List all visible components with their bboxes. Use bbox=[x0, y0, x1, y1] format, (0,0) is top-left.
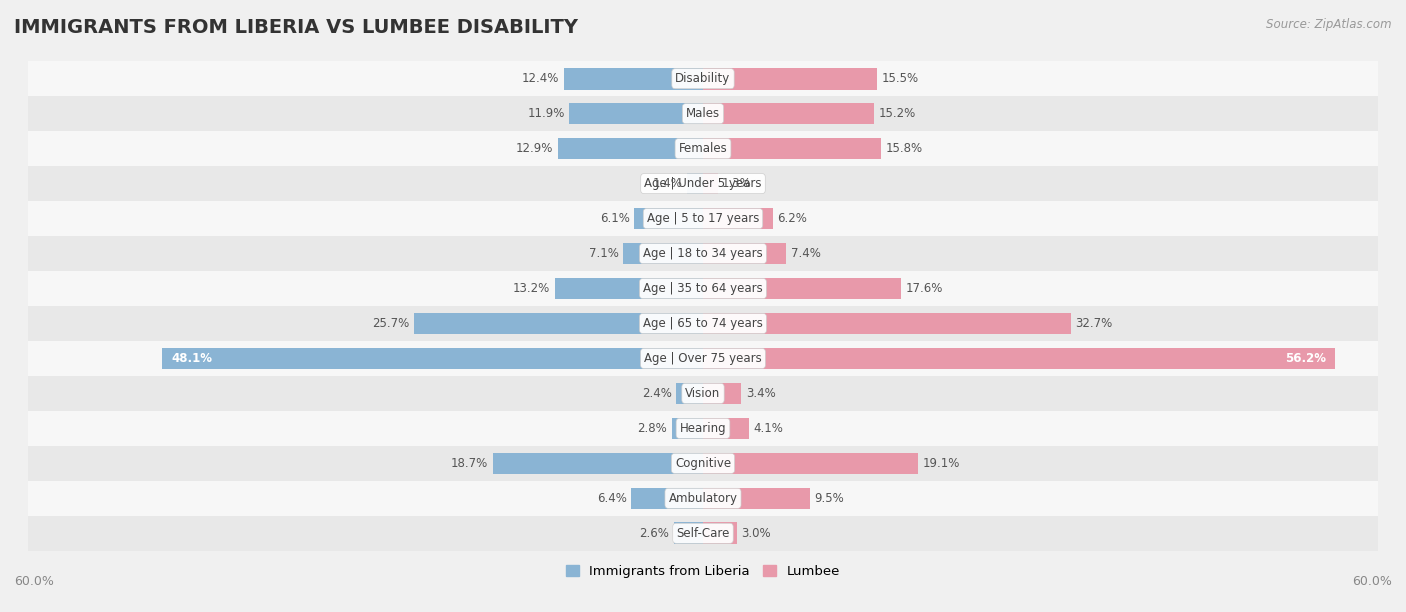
Bar bbox=[703, 278, 901, 299]
Bar bbox=[28, 376, 1378, 411]
Text: Age | 5 to 17 years: Age | 5 to 17 years bbox=[647, 212, 759, 225]
Text: IMMIGRANTS FROM LIBERIA VS LUMBEE DISABILITY: IMMIGRANTS FROM LIBERIA VS LUMBEE DISABI… bbox=[14, 18, 578, 37]
Bar bbox=[564, 68, 703, 89]
Bar bbox=[28, 411, 1378, 446]
Bar bbox=[703, 68, 877, 89]
Bar bbox=[623, 243, 703, 264]
Text: 9.5%: 9.5% bbox=[814, 492, 844, 505]
Text: Disability: Disability bbox=[675, 72, 731, 85]
Text: 2.6%: 2.6% bbox=[640, 527, 669, 540]
Bar bbox=[703, 313, 1071, 334]
Text: 15.2%: 15.2% bbox=[879, 107, 915, 120]
Text: Cognitive: Cognitive bbox=[675, 457, 731, 470]
Text: 1.3%: 1.3% bbox=[723, 177, 752, 190]
Bar bbox=[28, 201, 1378, 236]
Text: Self-Care: Self-Care bbox=[676, 527, 730, 540]
Bar bbox=[28, 61, 1378, 96]
Bar bbox=[703, 452, 918, 474]
Text: 2.4%: 2.4% bbox=[641, 387, 672, 400]
Text: 7.4%: 7.4% bbox=[790, 247, 821, 260]
Bar bbox=[703, 523, 737, 544]
Bar bbox=[28, 481, 1378, 516]
Bar bbox=[28, 341, 1378, 376]
Bar bbox=[672, 417, 703, 439]
Text: 32.7%: 32.7% bbox=[1076, 317, 1112, 330]
Bar bbox=[634, 207, 703, 230]
Text: 1.4%: 1.4% bbox=[652, 177, 683, 190]
Text: Males: Males bbox=[686, 107, 720, 120]
Bar bbox=[28, 271, 1378, 306]
Bar bbox=[28, 166, 1378, 201]
Bar bbox=[569, 103, 703, 124]
Text: 15.8%: 15.8% bbox=[886, 142, 922, 155]
Bar bbox=[703, 243, 786, 264]
Text: Vision: Vision bbox=[685, 387, 721, 400]
Text: 12.4%: 12.4% bbox=[522, 72, 560, 85]
Bar bbox=[703, 207, 773, 230]
Bar bbox=[28, 236, 1378, 271]
Text: Age | 18 to 34 years: Age | 18 to 34 years bbox=[643, 247, 763, 260]
Text: 25.7%: 25.7% bbox=[373, 317, 409, 330]
Bar bbox=[703, 382, 741, 405]
Text: Ambulatory: Ambulatory bbox=[668, 492, 738, 505]
Text: 60.0%: 60.0% bbox=[14, 575, 53, 588]
Text: 3.4%: 3.4% bbox=[745, 387, 776, 400]
Text: 3.0%: 3.0% bbox=[741, 527, 770, 540]
Text: 17.6%: 17.6% bbox=[905, 282, 943, 295]
Bar bbox=[688, 173, 703, 195]
Bar bbox=[492, 452, 703, 474]
Bar bbox=[631, 488, 703, 509]
Bar bbox=[554, 278, 703, 299]
Text: 13.2%: 13.2% bbox=[513, 282, 550, 295]
Text: 6.4%: 6.4% bbox=[596, 492, 627, 505]
Bar bbox=[28, 306, 1378, 341]
Text: Age | 35 to 64 years: Age | 35 to 64 years bbox=[643, 282, 763, 295]
Bar bbox=[558, 138, 703, 160]
Text: Age | Over 75 years: Age | Over 75 years bbox=[644, 352, 762, 365]
Text: 2.8%: 2.8% bbox=[637, 422, 666, 435]
Bar bbox=[28, 516, 1378, 551]
Legend: Immigrants from Liberia, Lumbee: Immigrants from Liberia, Lumbee bbox=[561, 560, 845, 583]
Text: 6.2%: 6.2% bbox=[778, 212, 807, 225]
Bar bbox=[703, 488, 810, 509]
Bar bbox=[676, 382, 703, 405]
Text: 19.1%: 19.1% bbox=[922, 457, 960, 470]
Bar bbox=[703, 103, 875, 124]
Bar bbox=[28, 96, 1378, 131]
Text: Hearing: Hearing bbox=[679, 422, 727, 435]
Text: 11.9%: 11.9% bbox=[527, 107, 565, 120]
Text: Age | Under 5 years: Age | Under 5 years bbox=[644, 177, 762, 190]
Text: 15.5%: 15.5% bbox=[882, 72, 920, 85]
Text: 7.1%: 7.1% bbox=[589, 247, 619, 260]
Text: 6.1%: 6.1% bbox=[600, 212, 630, 225]
Bar bbox=[28, 131, 1378, 166]
Bar bbox=[703, 173, 717, 195]
Text: 60.0%: 60.0% bbox=[1353, 575, 1392, 588]
Text: 4.1%: 4.1% bbox=[754, 422, 783, 435]
Bar bbox=[703, 138, 880, 160]
Text: Age | 65 to 74 years: Age | 65 to 74 years bbox=[643, 317, 763, 330]
Bar bbox=[28, 446, 1378, 481]
Text: Source: ZipAtlas.com: Source: ZipAtlas.com bbox=[1267, 18, 1392, 31]
Text: 12.9%: 12.9% bbox=[516, 142, 554, 155]
Bar bbox=[413, 313, 703, 334]
Text: 56.2%: 56.2% bbox=[1285, 352, 1326, 365]
Bar bbox=[673, 523, 703, 544]
Bar bbox=[162, 348, 703, 369]
Text: Females: Females bbox=[679, 142, 727, 155]
Bar bbox=[703, 417, 749, 439]
Bar bbox=[703, 348, 1336, 369]
Text: 18.7%: 18.7% bbox=[451, 457, 488, 470]
Text: 48.1%: 48.1% bbox=[172, 352, 212, 365]
